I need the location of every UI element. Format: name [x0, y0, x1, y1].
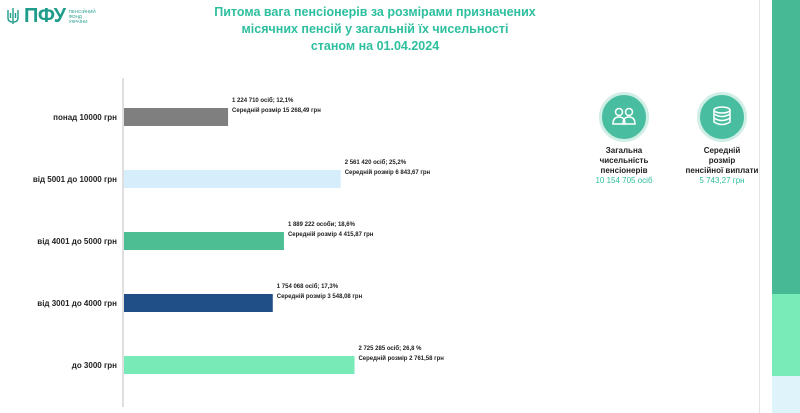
kpi-title-line: Загальна	[605, 146, 643, 155]
kpi-value: 5 743,27 грн	[699, 176, 745, 185]
title-line: місячних пенсій у загальній їх чисельнос…	[241, 22, 509, 36]
category-label: від 5001 до 10000 грн	[33, 175, 117, 184]
decor-divider	[759, 0, 760, 413]
logo-subtitle: Пенсійний фонд України	[68, 8, 96, 24]
decor-stripe-middle	[772, 294, 800, 376]
bar	[124, 108, 229, 126]
decor-stripe-top	[772, 0, 800, 294]
kpi-title-line: пенсійної виплати	[685, 166, 759, 175]
kpi-total-pensioners: Загальна чисельність пенсіонерів 10 154 …	[585, 92, 663, 186]
bar-data-label: 2 725 285 осіб; 26,8 %	[358, 345, 422, 352]
kpi-value: 10 154 705 осіб	[595, 176, 653, 185]
kpi-title: Загальна чисельність пенсіонерів	[585, 146, 663, 176]
page-title: Питома вага пенсіонерів за розмірами при…	[185, 4, 565, 55]
bar-data-label: 2 561 420 осіб; 25,2%	[345, 159, 407, 166]
kpi-icon-circle	[697, 92, 747, 142]
category-label: від 3001 до 4000 грн	[37, 299, 117, 308]
logo-abbreviation: ПФУ	[24, 4, 66, 27]
coin-stack-icon	[713, 106, 731, 126]
kpi-average-pension: Середній розмір пенсійної виплати 5 743,…	[682, 92, 762, 186]
category-label: до 3000 грн	[72, 361, 117, 370]
kpi-title-line: розмір	[708, 156, 736, 165]
title-line: станом на 01.04.2024	[310, 39, 440, 53]
bar	[124, 356, 355, 374]
kpi-title-line: Середній	[703, 146, 741, 155]
bar-data-label: Середній розмір 15 268,49 грн	[232, 107, 321, 114]
bar-data-label: Середній розмір 4 415,87 грн	[288, 231, 374, 238]
bar-data-label: Середній розмір 2 761,58 грн	[358, 355, 444, 362]
title-line: Питома вага пенсіонерів за розмірами при…	[214, 5, 536, 19]
bar	[124, 232, 284, 250]
people-group-icon	[612, 107, 636, 125]
category-label: понад 10000 грн	[53, 113, 117, 122]
category-label: від 4001 до 5000 грн	[37, 237, 117, 246]
bar-data-label: Середній розмір 6 843,67 грн	[345, 169, 431, 176]
decor-stripe-bottom	[772, 376, 800, 413]
kpi-title-line: чисельність	[599, 156, 649, 165]
bar	[124, 170, 341, 188]
pfu-logo: ПФУ Пенсійний фонд України	[6, 4, 99, 28]
bar-data-label: Середній розмір 3 548,08 грн	[277, 293, 363, 300]
pension-distribution-chart: понад 10000 грн 1 224 710 осіб; 12,1% Сере…	[33, 78, 444, 407]
kpi-icon-circle	[599, 92, 649, 142]
bar-data-label: 1 889 222 особи; 18,6%	[288, 221, 356, 228]
kpi-title-line: пенсіонерів	[600, 166, 648, 175]
bar-data-label: 1 224 710 осіб; 12,1%	[232, 97, 294, 104]
bar	[124, 294, 273, 312]
trident-icon	[7, 8, 19, 24]
bar-data-label: 1 754 068 осіб; 17,3%	[277, 283, 339, 290]
kpi-title: Середній розмір пенсійної виплати	[682, 146, 762, 176]
